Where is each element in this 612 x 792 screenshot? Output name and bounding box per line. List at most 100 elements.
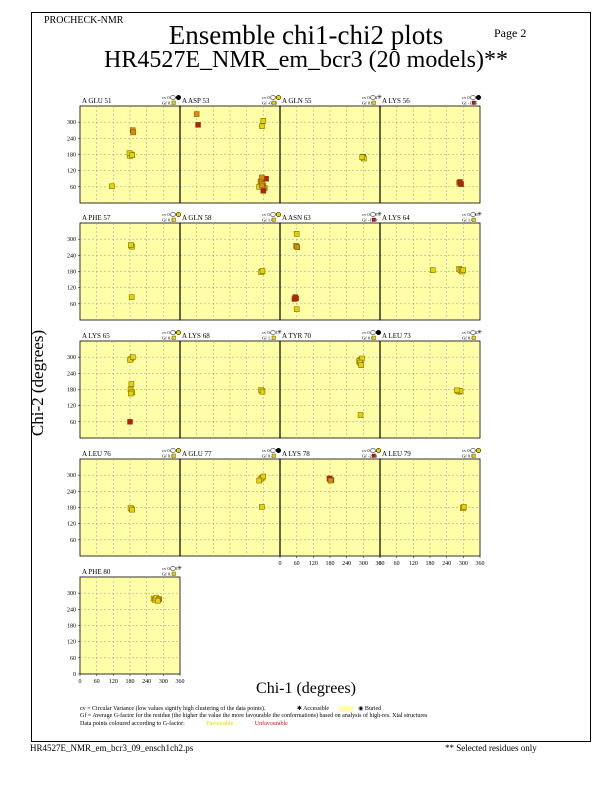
gf-colour-box: [371, 335, 376, 340]
x-tick-label: 60: [294, 561, 300, 567]
legend-colour-line: Data points coloured according to G-fact…: [80, 721, 288, 727]
y-tick-label: 60: [70, 656, 76, 662]
y-tick-label: 60: [70, 538, 76, 544]
panel-cv-label: cv 0.036: [462, 212, 478, 217]
legend-gf-line: Gf = Average G-factor for the residue (t…: [80, 713, 428, 719]
partial-burial-icon: [375, 329, 382, 336]
panel-gf-label: Gf -1.85: [462, 101, 478, 106]
panel-residue-label: A GLN 55: [282, 97, 312, 105]
panel-residue-label: A PHE 80: [82, 568, 111, 576]
y-tick-label: 180: [67, 624, 76, 630]
x-tick-label: 180: [426, 561, 435, 567]
y-tick-label: 60: [70, 185, 76, 191]
panel-residue-label: A GLU 77: [182, 450, 212, 458]
cv-dial-icon: [370, 94, 376, 101]
gf-colour-box: [471, 100, 476, 105]
gf-colour-box: [171, 571, 176, 576]
panel-gf-label: Gf -2.09: [362, 454, 378, 459]
panel-gf-label: Gf 0.40: [462, 336, 476, 341]
data-point: [457, 179, 463, 185]
panel-gf-label: Gf 1.09: [462, 218, 476, 223]
cv-dial-icon: [470, 447, 476, 454]
y-tick-label: 240: [67, 489, 76, 495]
x-tick-label: 180: [326, 561, 335, 567]
x-tick-label: 60: [94, 679, 100, 685]
y-tick-label: 0: [73, 672, 76, 678]
panel-gf-label: Gf 0.87: [462, 454, 476, 459]
data-point: [293, 231, 300, 237]
data-point: [291, 296, 298, 302]
x-tick-label: 300: [459, 561, 468, 567]
panel-cv-label: cv 0.003: [462, 95, 478, 100]
panel-gf-label: Gf 0.43: [262, 454, 276, 459]
legend-accessible-swatch: [338, 705, 353, 712]
y-axis-label: Chi-2 (degrees): [28, 329, 47, 437]
panel-gf-label: Gf -1.59: [362, 218, 378, 223]
buried-icon: [175, 447, 182, 454]
data-point: [193, 111, 200, 117]
legend-colour-text: Data points coloured according to G-fact…: [80, 721, 185, 727]
data-point: [454, 387, 460, 394]
x-tick-label: 360: [376, 561, 385, 567]
y-tick-label: 180: [67, 270, 76, 276]
partial-burial-icon: [175, 94, 182, 101]
partial-burial-icon: [475, 94, 482, 101]
x-tick-label: 240: [442, 561, 451, 567]
data-point: [259, 182, 265, 189]
gf-colour-box: [471, 335, 476, 340]
legend-buried-text: Buried: [364, 706, 382, 712]
y-tick-label: 300: [67, 120, 76, 126]
data-point: [260, 188, 267, 194]
y-tick-label: 240: [67, 371, 76, 377]
cv-dial-icon: [370, 329, 376, 336]
data-point: [128, 381, 135, 387]
panel-gf-label: Gf 0.10: [162, 572, 176, 577]
gf-colour-box: [471, 217, 476, 222]
data-point: [259, 504, 265, 510]
buried-icon: [175, 329, 182, 336]
panel-cv-label: cv 0.230: [162, 330, 178, 335]
gf-colour-box: [371, 453, 376, 458]
panel-residue-label: A LEU 79: [382, 450, 411, 458]
panel-cv-label: cv 0.357: [262, 95, 278, 100]
cv-dial-icon: [170, 565, 176, 572]
data-point: [259, 268, 266, 274]
y-tick-label: 180: [67, 506, 76, 512]
y-tick-label: 120: [67, 169, 76, 175]
panel-residue-label: A LYS 65: [82, 332, 110, 340]
panel-residue-label: A LYS 68: [182, 332, 210, 340]
y-tick-label: 240: [67, 253, 76, 259]
panel-cv-label: cv 0.001: [262, 212, 278, 217]
x-tick-label: 120: [409, 561, 418, 567]
page-frame: [31, 12, 591, 742]
legend-line-cv: cv = Circular Variance (low values signi…: [80, 705, 381, 712]
data-point: [259, 174, 265, 181]
panel-gf-label: Gf 0.42: [162, 336, 176, 341]
gf-colour-box: [171, 217, 176, 222]
panel-residue-label: A GLN 58: [182, 214, 212, 222]
panel-gf-label: Gf 1.01: [262, 218, 276, 223]
legend-favourable: Favourable: [206, 721, 234, 727]
panel-cv-label: cv 0.093: [162, 212, 178, 217]
x-tick-label: 300: [159, 679, 168, 685]
data-point: [259, 123, 265, 129]
gf-colour-box: [371, 217, 376, 222]
cv-dial-icon: [270, 94, 276, 101]
y-tick-label: 120: [67, 286, 76, 292]
panel-residue-label: A ASN 63: [282, 214, 311, 222]
accessible-icon: ✳: [177, 565, 182, 572]
data-point: [461, 504, 467, 510]
panel-gf-label: Gf 1.22: [262, 336, 276, 341]
legend-accessible-text: Accessible: [303, 706, 330, 712]
data-point: [129, 506, 135, 513]
cv-dial-icon: [470, 94, 476, 101]
x-tick-label: 240: [342, 561, 351, 567]
panel-gf-label: Gf 0.60: [362, 101, 376, 106]
cv-dial-icon: [370, 211, 376, 218]
buried-icon: [475, 447, 482, 454]
y-tick-label: 120: [67, 522, 76, 528]
panel-residue-label: A LYS 64: [382, 214, 410, 222]
accessible-icon: ✳: [377, 94, 382, 101]
buried-icon: [175, 211, 182, 218]
data-point: [357, 412, 364, 418]
